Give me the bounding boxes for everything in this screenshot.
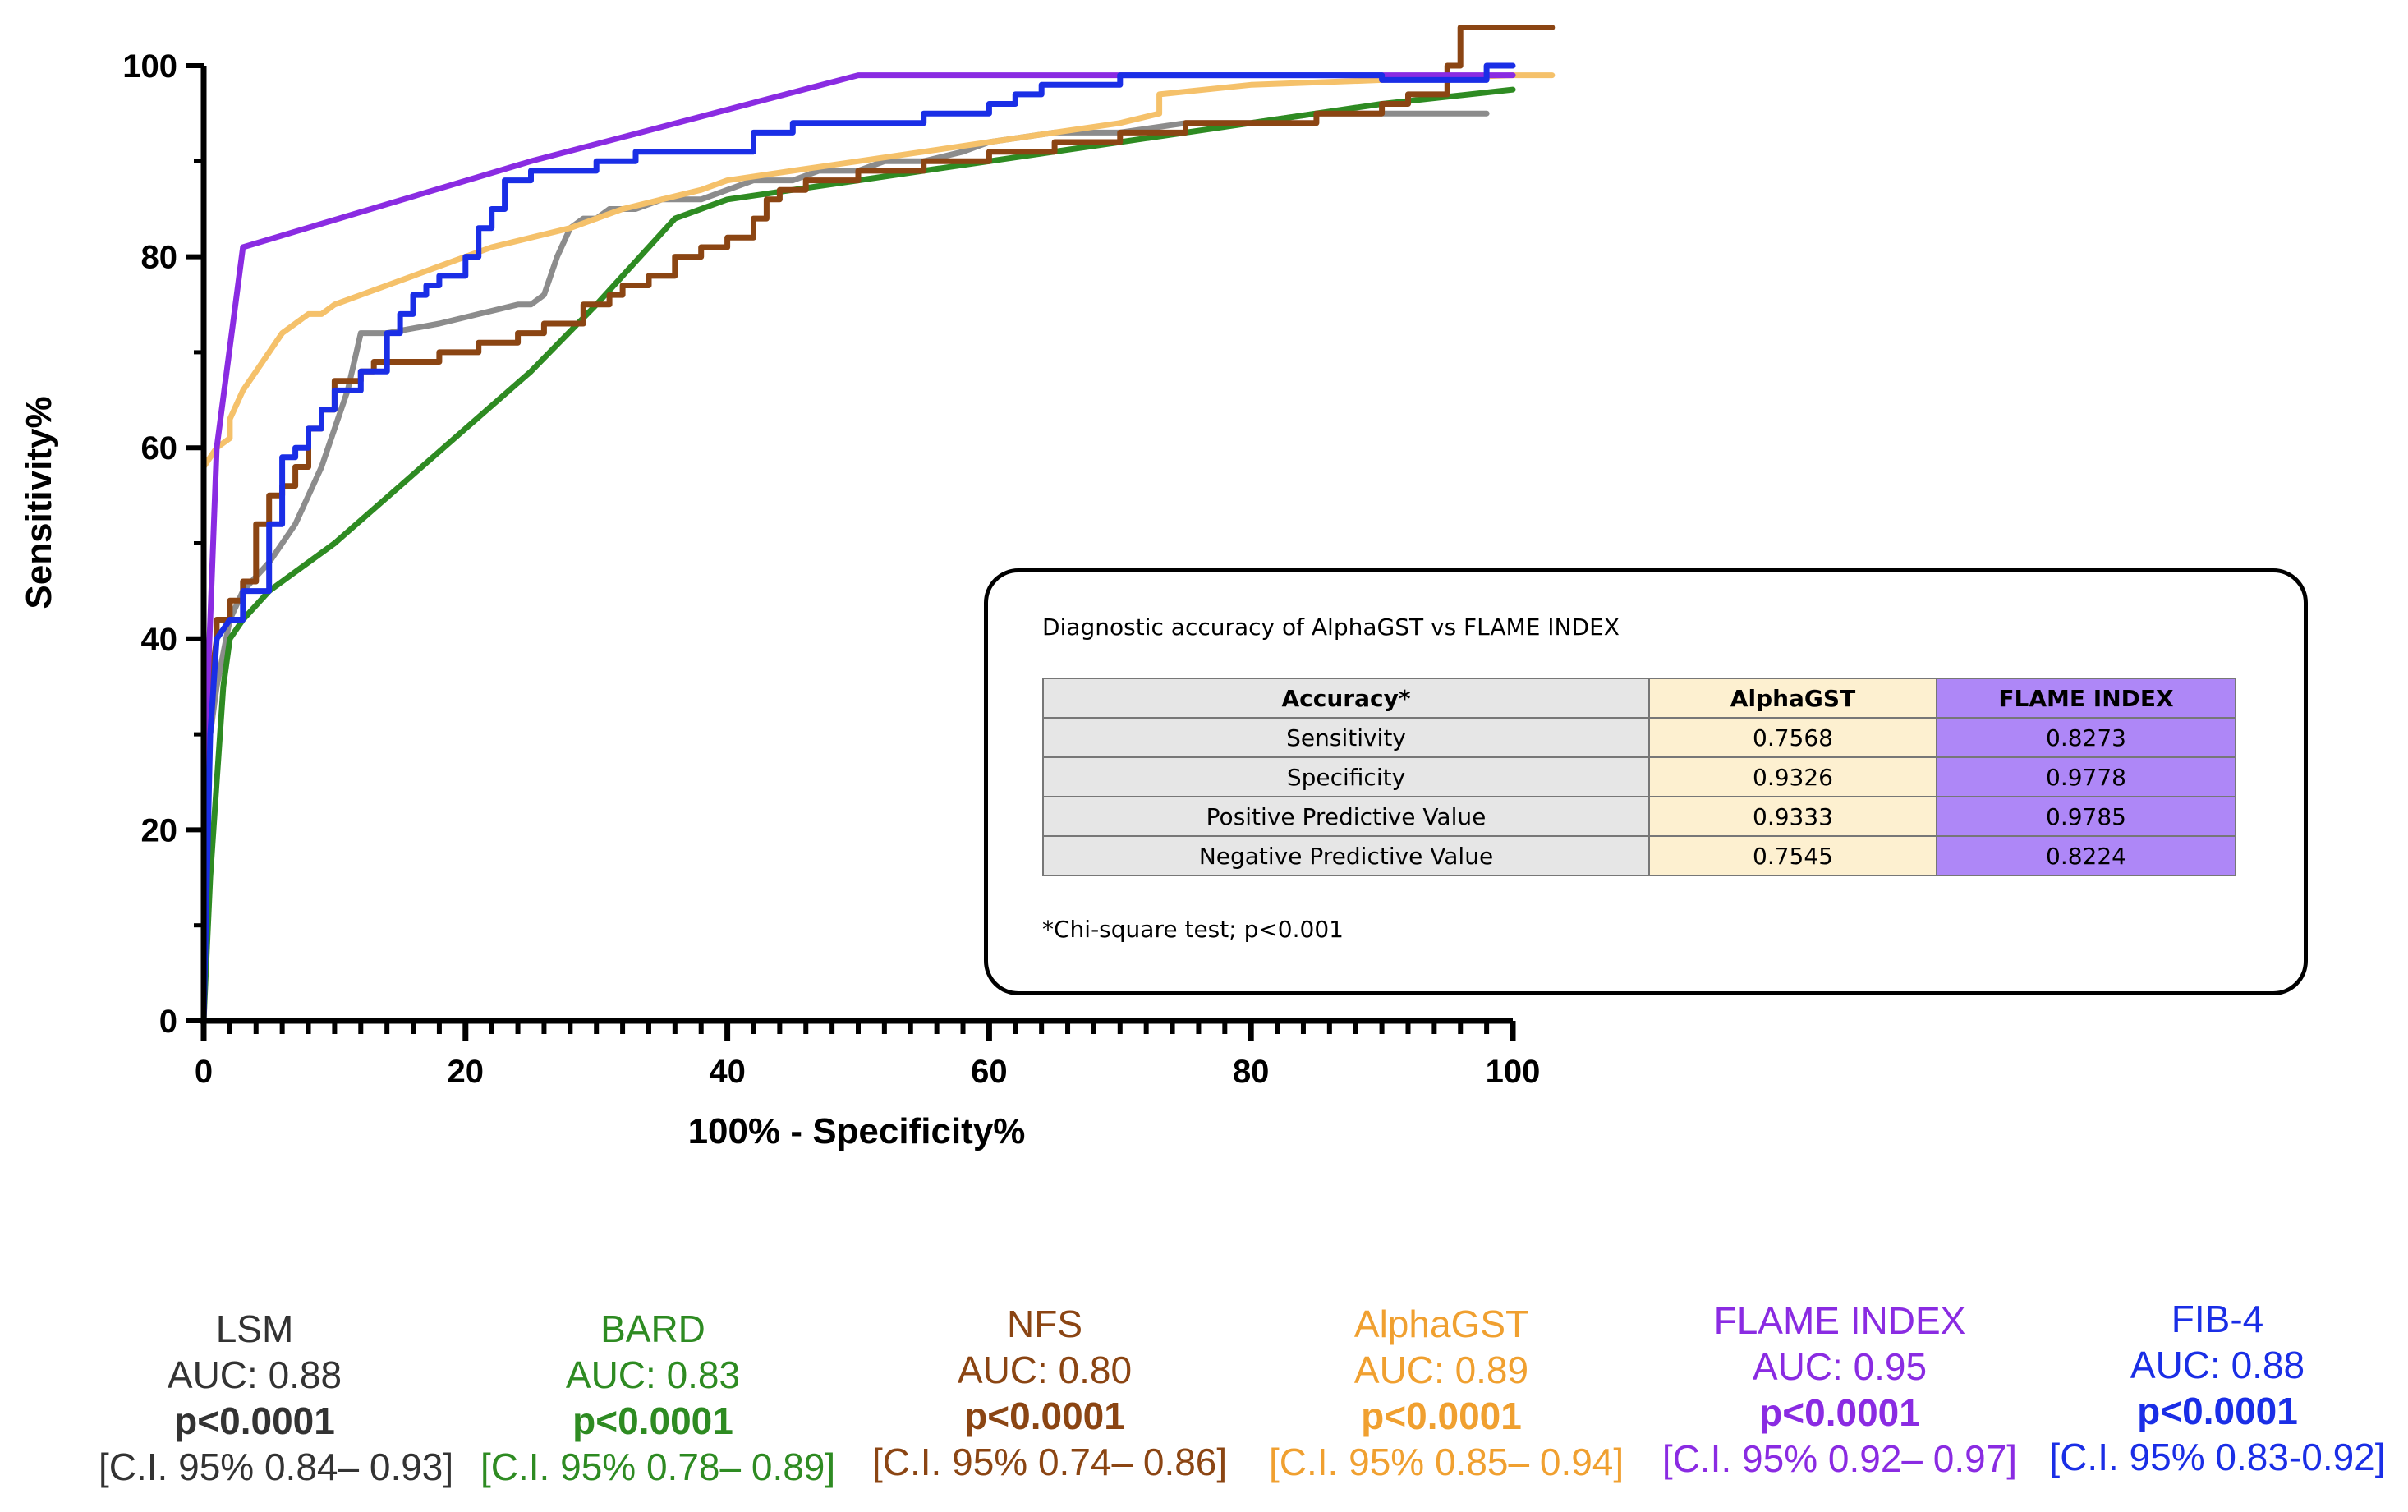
series-line-flame-index <box>200 72 1516 1024</box>
legend-nfs: NFS AUC: 0.80 p<0.0001 [C.I. 95% 0.74– 0… <box>872 1301 1228 1485</box>
series-line-nfs <box>200 25 1556 1024</box>
table-header-row: Accuracy* AlphaGST FLAME INDEX <box>1042 678 2236 719</box>
y-tick-label: 20 <box>141 812 178 848</box>
legend-flame-index: FLAME INDEX AUC: 0.95 p<0.0001 [C.I. 95%… <box>1659 1298 2020 1482</box>
legend-ci: [C.I. 95% 0.74– 0.86] <box>872 1441 1228 1483</box>
y-tick-label: 60 <box>141 430 178 466</box>
legend-lsm: LSM AUC: 0.88 p<0.0001 [C.I. 95% 0.84– 0… <box>99 1306 454 1490</box>
legend-ci: [C.I. 95% 0.84– 0.93] <box>99 1445 454 1488</box>
legend-name: AlphaGST <box>1353 1303 1529 1345</box>
legend-bard: BARD AUC: 0.83 p<0.0001 [C.I. 95% 0.78– … <box>480 1306 836 1490</box>
legend-p-value: p<0.0001 <box>964 1395 1125 1437</box>
x-tick-label: 60 <box>971 1054 1008 1090</box>
legend-auc: AUC: 0.83 <box>565 1353 741 1396</box>
legend-auc: AUC: 0.95 <box>1752 1345 1928 1388</box>
legend-auc: AUC: 0.80 <box>957 1349 1133 1391</box>
legend-p-value: p<0.0001 <box>1361 1395 1522 1437</box>
series-line-fib-4 <box>200 62 1516 1024</box>
legend-p-value: p<0.0001 <box>174 1399 335 1442</box>
row-label: Specificity <box>1042 756 1650 797</box>
legend-auc: AUC: 0.88 <box>2130 1344 2305 1386</box>
flame-value: 0.8273 <box>1936 717 2236 758</box>
legend-p-value: p<0.0001 <box>2137 1390 2298 1432</box>
legend-name: LSM <box>215 1307 294 1350</box>
header-accuracy: Accuracy* <box>1042 678 1650 719</box>
legend-auc: AUC: 0.88 <box>167 1353 342 1396</box>
axes-layer <box>186 63 1516 1041</box>
row-label: Sensitivity <box>1042 717 1650 758</box>
legend-name: FIB-4 <box>2171 1298 2264 1340</box>
legend-name: BARD <box>600 1307 705 1350</box>
y-tick-label: 100 <box>122 48 177 85</box>
alphagst-value: 0.7568 <box>1648 717 1937 758</box>
legend-fib-4: FIB-4 AUC: 0.88 p<0.0001 [C.I. 95% 0.83-… <box>2045 1296 2390 1480</box>
accuracy-table: Accuracy* AlphaGST FLAME INDEX Sensitivi… <box>1042 678 2236 876</box>
table-row: Negative Predictive Value 0.7545 0.8224 <box>1042 835 2236 876</box>
alphagst-value: 0.7545 <box>1648 835 1937 876</box>
legend-name: FLAME INDEX <box>1713 1299 1966 1342</box>
x-axis-title: 100% - Specificity% <box>688 1111 1026 1151</box>
header-alphagst: AlphaGST <box>1648 678 1937 719</box>
inset-title: Diagnostic accuracy of AlphaGST vs FLAME… <box>1042 614 1620 641</box>
diagnostic-accuracy-inset: Diagnostic accuracy of AlphaGST vs FLAME… <box>984 568 2308 995</box>
series-line-alphagst <box>200 72 1556 1024</box>
legend-p-value: p<0.0001 <box>572 1399 733 1442</box>
legend-auc: AUC: 0.89 <box>1353 1349 1529 1391</box>
legend-ci: [C.I. 95% 0.85– 0.94] <box>1269 1441 1624 1483</box>
alphagst-value: 0.9326 <box>1648 756 1937 797</box>
x-tick-label: 80 <box>1233 1054 1270 1090</box>
flame-value: 0.9785 <box>1936 796 2236 837</box>
y-tick-label: 0 <box>159 1004 177 1040</box>
alphagst-value: 0.9333 <box>1648 796 1937 837</box>
x-tick-label: 0 <box>195 1054 213 1090</box>
legend-ci: [C.I. 95% 0.78– 0.89] <box>480 1445 836 1488</box>
legend-ci: [C.I. 95% 0.83-0.92] <box>2049 1436 2386 1478</box>
y-tick-label: 40 <box>141 622 178 658</box>
table-row: Specificity 0.9326 0.9778 <box>1042 756 2236 797</box>
y-tick-label: 80 <box>141 240 178 276</box>
inset-footnote: *Chi-square test; p<0.001 <box>1042 916 1344 943</box>
y-axis-title: Sensitivity% <box>19 396 59 609</box>
tick-label-layer: 0 20 40 60 80 100 0 20 40 60 80 100 <box>122 48 1540 1090</box>
header-flame-index: FLAME INDEX <box>1936 678 2236 719</box>
table-row: Sensitivity 0.7568 0.8273 <box>1042 717 2236 758</box>
legend-ci: [C.I. 95% 0.92– 0.97] <box>1661 1437 2018 1480</box>
table-row: Positive Predictive Value 0.9333 0.9785 <box>1042 796 2236 837</box>
row-label: Positive Predictive Value <box>1042 796 1650 837</box>
x-tick-label: 40 <box>709 1054 746 1090</box>
x-tick-label: 20 <box>448 1054 485 1090</box>
legend-alphagst: AlphaGST AUC: 0.89 p<0.0001 [C.I. 95% 0.… <box>1269 1301 1624 1485</box>
legend-name: NFS <box>1007 1303 1082 1345</box>
legend-p-value: p<0.0001 <box>1759 1391 1920 1434</box>
x-tick-label: 100 <box>1486 1054 1541 1090</box>
series-layer <box>200 25 1556 1024</box>
flame-value: 0.8224 <box>1936 835 2236 876</box>
row-label: Negative Predictive Value <box>1042 835 1650 876</box>
flame-value: 0.9778 <box>1936 756 2236 797</box>
